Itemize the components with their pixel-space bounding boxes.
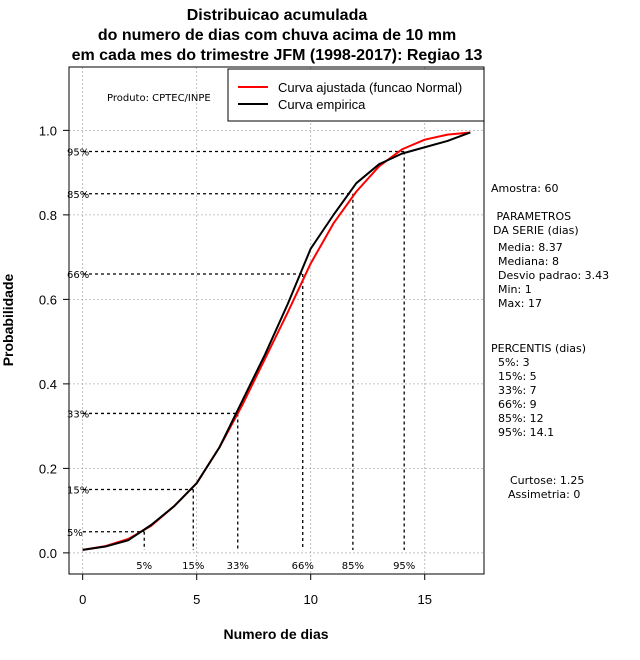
percentile-5: 5%: 3 [498, 356, 530, 369]
y-tick-label-2: 0.4 [39, 377, 57, 392]
series-line-0 [82, 131, 471, 551]
x-tick-label-0: 0 [79, 592, 86, 607]
param-min: Min: 1 [498, 283, 532, 296]
percentile-y-label-2: 33% [67, 409, 89, 420]
x-tick-label-2: 10 [303, 592, 317, 607]
percentiles-title: PERCENTIS (dias) [491, 342, 587, 355]
series-lines [82, 131, 471, 551]
percentile-15: 15%: 5 [498, 370, 537, 383]
y-tick-label-3: 0.6 [39, 292, 57, 307]
sample-size: Amostra: 60 [491, 182, 559, 195]
x-tick-label-3: 15 [417, 592, 431, 607]
percentile-x-label-0: 5% [136, 561, 152, 572]
y-tick-label-0: 0.0 [39, 546, 57, 561]
percentile-85: 85%: 12 [498, 412, 544, 425]
percentile-y-label-5: 95% [67, 148, 89, 159]
percentile-y-label-0: 5% [67, 528, 83, 539]
grid [69, 67, 484, 574]
parameters-title: PARAMETROS DA SERIE (dias) [493, 210, 579, 237]
percentile-x-label-2: 33% [227, 561, 249, 572]
axes: 0 5 10 15 0.0 0.2 0.4 0.6 0.8 1.0 [39, 123, 432, 607]
percentile-y-label-3: 66% [67, 270, 89, 281]
percentile-33: 33%: 7 [498, 384, 537, 397]
percentile-guides: 5% 5% 15% 15% 33% 33% 66% 66% 85% 85% 95% 95% [67, 148, 415, 573]
percentile-y-label-1: 15% [67, 486, 89, 497]
legend-label-fitted: Curva ajustada (funcao Normal) [278, 80, 462, 95]
y-tick-label-5: 1.0 [39, 123, 57, 138]
percentile-x-label-3: 66% [292, 561, 314, 572]
legend-label-empirical: Curva empirica [278, 97, 366, 112]
legend-box [227, 68, 485, 122]
chart-title-line-3: em cada mes do trimestre JFM (1998-2017)… [72, 47, 483, 64]
skewness: Assimetria: 0 [508, 488, 581, 501]
plot-frame [68, 66, 485, 575]
x-axis-label: Numero de dias [223, 626, 328, 642]
percentile-y-label-4: 85% [67, 190, 89, 201]
x-tick-label-1: 5 [193, 592, 200, 607]
legend: Curva ajustada (funcao Normal) Curva emp… [227, 68, 485, 122]
percentile-95: 95%: 14.1 [498, 426, 555, 439]
param-media: Media: 8.37 [498, 241, 563, 254]
percentile-x-label-4: 85% [342, 561, 364, 572]
percentile-66: 66%: 9 [498, 398, 537, 411]
y-tick-label-1: 0.2 [39, 461, 57, 476]
param-max: Max: 17 [498, 297, 542, 310]
kurtosis: Curtose: 1.25 [510, 474, 585, 487]
y-tick-label-4: 0.8 [39, 208, 57, 223]
param-desvio: Desvio padrao: 3.43 [498, 269, 610, 282]
y-axis-label: Probabilidade [0, 274, 16, 367]
chart-title-line-1: Distribuicao acumulada [187, 7, 368, 24]
percentile-x-label-5: 95% [393, 561, 415, 572]
series-line-1 [82, 131, 471, 551]
percentile-x-label-1: 15% [182, 561, 204, 572]
param-mediana: Mediana: 8 [498, 255, 559, 268]
chart-title-line-2: do numero de dias com chuva acima de 10 … [98, 27, 456, 44]
product-label: Produto: CPTEC/INPE [107, 93, 211, 104]
